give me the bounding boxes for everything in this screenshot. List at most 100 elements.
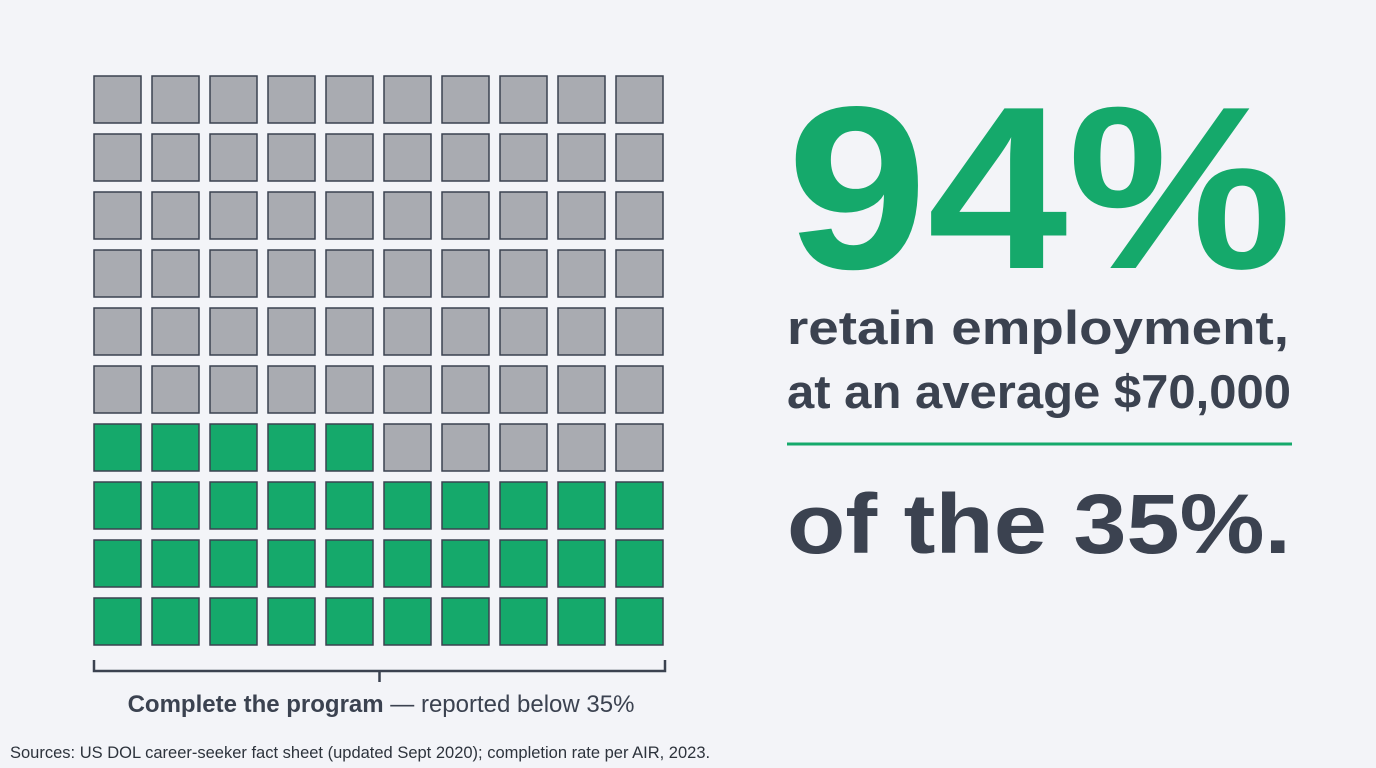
empty-cell xyxy=(267,133,316,182)
caption: Complete the program — reported below 35… xyxy=(128,691,635,718)
filled-cell xyxy=(383,481,432,530)
empty-cell xyxy=(267,365,316,414)
empty-cell xyxy=(325,75,374,124)
filled-cell xyxy=(499,539,548,588)
empty-cell xyxy=(383,133,432,182)
empty-cell xyxy=(267,307,316,356)
closing-line: of the 35%. xyxy=(787,477,1291,571)
waffle-grid xyxy=(93,75,664,646)
empty-cell xyxy=(615,307,664,356)
statement-line: at an average $70,000 xyxy=(787,365,1291,418)
filled-cell xyxy=(383,539,432,588)
empty-cell xyxy=(93,307,142,356)
empty-cell xyxy=(383,423,432,472)
empty-cell xyxy=(499,365,548,414)
empty-cell xyxy=(151,191,200,240)
empty-cell xyxy=(151,307,200,356)
filled-cell xyxy=(325,597,374,646)
filled-cell xyxy=(267,597,316,646)
bracket xyxy=(92,660,667,682)
empty-cell xyxy=(499,249,548,298)
empty-cell xyxy=(267,249,316,298)
empty-cell xyxy=(615,423,664,472)
empty-cell xyxy=(325,191,374,240)
filled-cell xyxy=(441,539,490,588)
empty-cell xyxy=(209,75,258,124)
filled-cell xyxy=(557,481,606,530)
filled-cell xyxy=(151,481,200,530)
filled-cell xyxy=(557,539,606,588)
filled-cell xyxy=(267,539,316,588)
empty-cell xyxy=(557,75,606,124)
empty-cell xyxy=(209,365,258,414)
empty-cell xyxy=(615,75,664,124)
caption-bold: Complete the program xyxy=(128,691,384,718)
empty-cell xyxy=(93,249,142,298)
empty-cell xyxy=(151,75,200,124)
source-note: Sources: US DOL career-seeker fact sheet… xyxy=(10,744,710,762)
filled-cell xyxy=(557,597,606,646)
empty-cell xyxy=(383,249,432,298)
filled-cell xyxy=(615,539,664,588)
filled-cell xyxy=(93,423,142,472)
empty-cell xyxy=(325,365,374,414)
empty-cell xyxy=(209,249,258,298)
empty-cell xyxy=(383,365,432,414)
empty-cell xyxy=(383,307,432,356)
empty-cell xyxy=(441,75,490,124)
filled-cell xyxy=(267,423,316,472)
empty-cell xyxy=(615,133,664,182)
filled-cell xyxy=(499,481,548,530)
filled-cell xyxy=(209,481,258,530)
filled-cell xyxy=(151,597,200,646)
filled-cell xyxy=(93,481,142,530)
filled-cell xyxy=(151,539,200,588)
empty-cell xyxy=(557,191,606,240)
empty-cell xyxy=(93,191,142,240)
filled-cell xyxy=(209,423,258,472)
empty-cell xyxy=(557,133,606,182)
headline-stat: 94% xyxy=(787,59,1292,318)
empty-cell xyxy=(557,365,606,414)
filled-cell xyxy=(267,481,316,530)
empty-cell xyxy=(209,133,258,182)
empty-cell xyxy=(615,365,664,414)
empty-cell xyxy=(325,307,374,356)
filled-cell xyxy=(441,481,490,530)
empty-cell xyxy=(151,133,200,182)
empty-cell xyxy=(499,133,548,182)
filled-cell xyxy=(93,597,142,646)
empty-cell xyxy=(93,133,142,182)
empty-cell xyxy=(557,249,606,298)
empty-cell xyxy=(441,307,490,356)
empty-cell xyxy=(383,75,432,124)
empty-cell xyxy=(615,249,664,298)
filled-cell xyxy=(325,423,374,472)
empty-cell xyxy=(499,191,548,240)
empty-cell xyxy=(325,133,374,182)
empty-cell xyxy=(151,249,200,298)
empty-cell xyxy=(93,365,142,414)
filled-cell xyxy=(209,597,258,646)
filled-cell xyxy=(151,423,200,472)
empty-cell xyxy=(209,307,258,356)
filled-cell xyxy=(383,597,432,646)
statement-line: retain employment, xyxy=(787,301,1289,354)
empty-cell xyxy=(441,133,490,182)
empty-cell xyxy=(267,75,316,124)
filled-cell xyxy=(209,539,258,588)
empty-cell xyxy=(441,249,490,298)
empty-cell xyxy=(441,191,490,240)
empty-cell xyxy=(499,75,548,124)
empty-cell xyxy=(557,423,606,472)
empty-cell xyxy=(93,75,142,124)
empty-cell xyxy=(325,249,374,298)
filled-cell xyxy=(325,481,374,530)
filled-cell xyxy=(93,539,142,588)
filled-cell xyxy=(325,539,374,588)
empty-cell xyxy=(151,365,200,414)
empty-cell xyxy=(441,365,490,414)
empty-cell xyxy=(499,307,548,356)
